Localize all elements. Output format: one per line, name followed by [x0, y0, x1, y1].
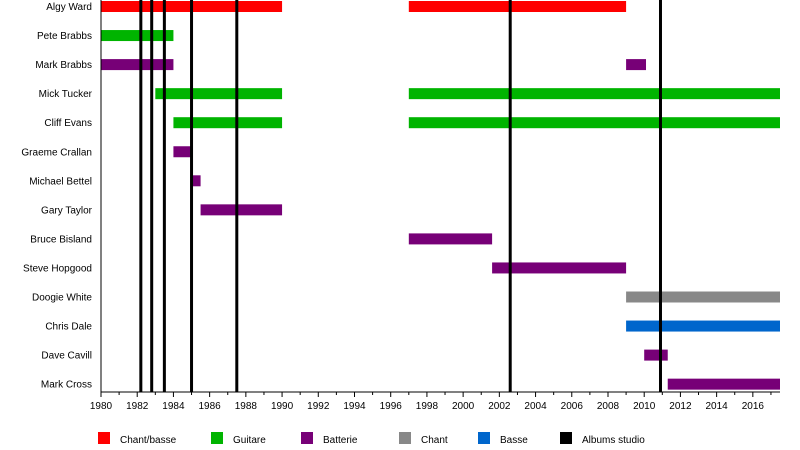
- member-bar: [200, 204, 283, 216]
- x-tick-label: 1990: [271, 401, 294, 412]
- member-bar: [667, 378, 780, 390]
- x-tick-label: 1984: [162, 401, 185, 412]
- member-bar: [626, 320, 780, 332]
- legend-label: Batterie: [323, 435, 358, 446]
- x-tick-label: 2002: [488, 401, 511, 412]
- member-bar: [408, 117, 780, 129]
- x-tick-label: 2012: [669, 401, 692, 412]
- x-tick-label: 1980: [90, 401, 113, 412]
- member-label: Chris Dale: [45, 322, 92, 333]
- member-bars: [101, 1, 780, 390]
- member-label: Mark Cross: [41, 380, 92, 391]
- album-lines: [139, 0, 662, 392]
- member-label: Algy Ward: [46, 2, 92, 13]
- legend-swatch: [560, 432, 572, 444]
- legend-swatch: [399, 432, 411, 444]
- x-tick-label: 1986: [199, 401, 222, 412]
- x-tick-label: 2010: [633, 401, 656, 412]
- x-axis: 1980 1982 1984 1986 1988 1990 1992 1994 1996 1998…: [90, 0, 780, 412]
- x-tick-label: 1998: [416, 401, 439, 412]
- member-label: Mark Brabbs: [35, 60, 92, 71]
- member-bar: [408, 1, 627, 12]
- x-tick-label: 1988: [235, 401, 258, 412]
- member-bar: [101, 30, 174, 42]
- member-bar: [173, 117, 283, 129]
- member-bar: [408, 88, 780, 100]
- member-labels: Algy Ward Pete Brabbs Mark Brabbs Mick Tuck…: [21, 2, 92, 391]
- legend-swatch: [301, 432, 313, 444]
- member-bar: [173, 146, 192, 158]
- legend-label: Chant: [421, 435, 448, 446]
- legend-swatch: [98, 432, 110, 444]
- x-tick-label: 1992: [307, 401, 330, 412]
- x-tick-label: 2014: [706, 401, 729, 412]
- member-bar: [626, 291, 780, 303]
- member-bar: [644, 349, 668, 361]
- legend-label: Basse: [500, 435, 528, 446]
- legend-swatch: [211, 432, 223, 444]
- member-label: Mick Tucker: [39, 89, 93, 100]
- x-tick-label: 2004: [524, 401, 547, 412]
- x-tick-label: 1982: [126, 401, 149, 412]
- x-tick-label: 1996: [380, 401, 403, 412]
- member-label: Michael Bettel: [29, 176, 92, 187]
- member-bar: [408, 233, 493, 245]
- x-tick-label: 2016: [742, 401, 765, 412]
- member-bar: [626, 59, 647, 71]
- member-bar: [101, 59, 174, 71]
- x-tick-label: 2006: [561, 401, 584, 412]
- legend-swatch: [478, 432, 490, 444]
- member-label: Gary Taylor: [41, 205, 93, 216]
- legend: Chant/basse Guitare Batterie Chant Basse Albu…: [98, 432, 645, 446]
- member-label: Bruce Bisland: [30, 234, 92, 245]
- legend-label: Guitare: [233, 435, 266, 446]
- legend-label: Chant/basse: [120, 435, 177, 446]
- member-label: Graeme Crallan: [21, 147, 92, 158]
- member-bar: [191, 175, 201, 187]
- member-label: Doogie White: [32, 293, 92, 304]
- member-label: Steve Hopgood: [23, 263, 92, 274]
- member-bar: [492, 262, 627, 274]
- member-label: Cliff Evans: [44, 118, 92, 129]
- member-label: Dave Cavill: [41, 351, 92, 362]
- legend-label: Albums studio: [582, 435, 645, 446]
- x-tick-label: 2000: [452, 401, 475, 412]
- x-tick-label: 1994: [343, 401, 366, 412]
- x-tick-label: 2008: [597, 401, 620, 412]
- member-bar: [155, 88, 283, 100]
- member-label: Pete Brabbs: [37, 31, 92, 42]
